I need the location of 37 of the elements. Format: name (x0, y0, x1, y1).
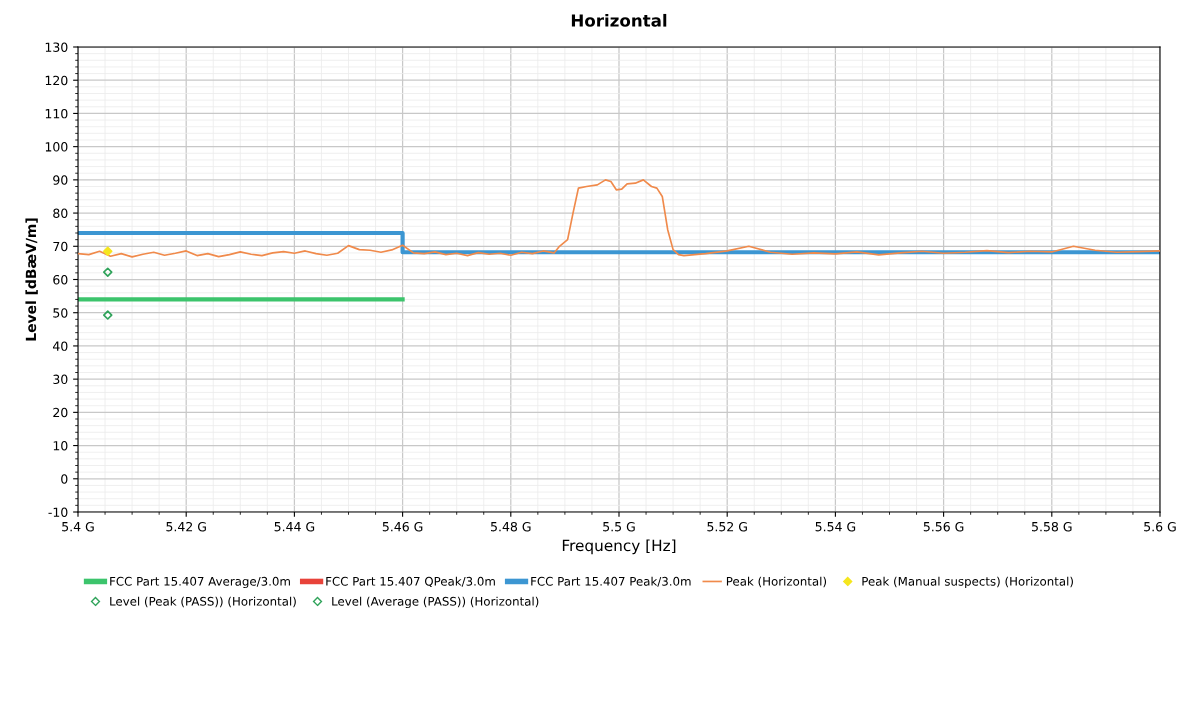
y-tick-label: 130 (45, 42, 68, 52)
x-tick-label: 5.48 G (491, 521, 531, 532)
y-tick-label: -10 (48, 507, 68, 517)
x-tick-label: 5.52 G (707, 521, 747, 532)
y-tick-label: 0 (61, 474, 68, 484)
chart-title: Horizontal (571, 13, 667, 27)
y-tick-label: 10 (53, 441, 68, 451)
x-tick-label: 5.58 G (1032, 521, 1072, 532)
y-tick-label: 100 (45, 142, 68, 152)
x-tick-label: 5.4 G (62, 521, 94, 532)
legend-label: FCC Part 15.407 QPeak/3.0m (326, 576, 495, 588)
x-tick-label: 5.5 G (603, 521, 635, 532)
x-axis-title: Frequency [Hz] (562, 539, 676, 555)
y-tick-label: 80 (53, 208, 68, 218)
y-tick-label: 90 (53, 175, 68, 185)
y-tick-label: 50 (53, 308, 68, 318)
y-axis-title: Level [dBæV/m] (25, 218, 38, 341)
x-tick-label: 5.42 G (166, 521, 206, 532)
x-tick-label: 5.44 G (274, 521, 315, 532)
y-tick-label: 30 (53, 374, 68, 385)
legend-label: Peak (Horizontal) (726, 576, 827, 588)
y-tick-label: 60 (53, 274, 68, 285)
y-tick-label: 20 (53, 407, 68, 418)
y-tick-label: 110 (45, 108, 68, 119)
x-tick-label: 5.46 G (382, 521, 423, 532)
y-tick-label: 40 (52, 341, 68, 351)
x-tick-label: 5.6 G (1144, 521, 1176, 532)
line-series (78, 179, 1160, 258)
legend-label: Peak (Manual suspects) (Horizontal) (862, 576, 1073, 589)
legend-label: FCC Part 15.407 Average/3.0m (110, 576, 290, 589)
legend-label: Level (Average (PASS)) (Horizontal) (332, 596, 539, 609)
legend-label: FCC Part 15.407 Peak/3.0m (531, 576, 691, 587)
y-tick-label: 70 (53, 241, 68, 252)
x-tick-label: 5.54 G (815, 521, 856, 532)
legend-label: Level (Peak (PASS)) (Horizontal) (110, 596, 296, 608)
x-tick-label: 5.56 G (923, 521, 964, 532)
y-tick-label: 120 (45, 75, 68, 86)
